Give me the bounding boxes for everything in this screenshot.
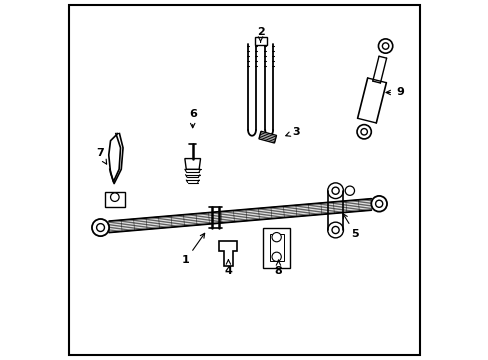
Circle shape (370, 196, 386, 212)
Circle shape (271, 252, 281, 261)
Circle shape (345, 186, 354, 195)
Text: 6: 6 (188, 109, 196, 128)
Text: 1: 1 (182, 233, 204, 265)
Circle shape (327, 222, 343, 238)
Bar (269, 234, 283, 261)
Text: 5: 5 (343, 214, 358, 239)
Text: 4: 4 (224, 260, 232, 276)
Circle shape (356, 125, 370, 139)
Text: 2: 2 (256, 27, 264, 42)
Circle shape (271, 233, 281, 242)
Polygon shape (259, 131, 276, 143)
Circle shape (382, 43, 388, 49)
Circle shape (327, 183, 343, 199)
Circle shape (110, 193, 119, 202)
Circle shape (331, 226, 339, 234)
Polygon shape (184, 158, 200, 169)
Text: 8: 8 (274, 260, 282, 276)
Circle shape (92, 219, 109, 236)
Text: 9: 9 (385, 87, 403, 98)
Circle shape (331, 187, 339, 194)
Bar (105, 192, 124, 207)
Circle shape (97, 224, 104, 231)
Bar (254, 37, 266, 45)
Bar (263, 228, 290, 267)
Circle shape (360, 129, 366, 135)
Circle shape (375, 200, 382, 207)
Text: 3: 3 (285, 127, 300, 137)
Polygon shape (219, 241, 237, 266)
Text: 7: 7 (96, 148, 106, 164)
Circle shape (378, 39, 392, 53)
